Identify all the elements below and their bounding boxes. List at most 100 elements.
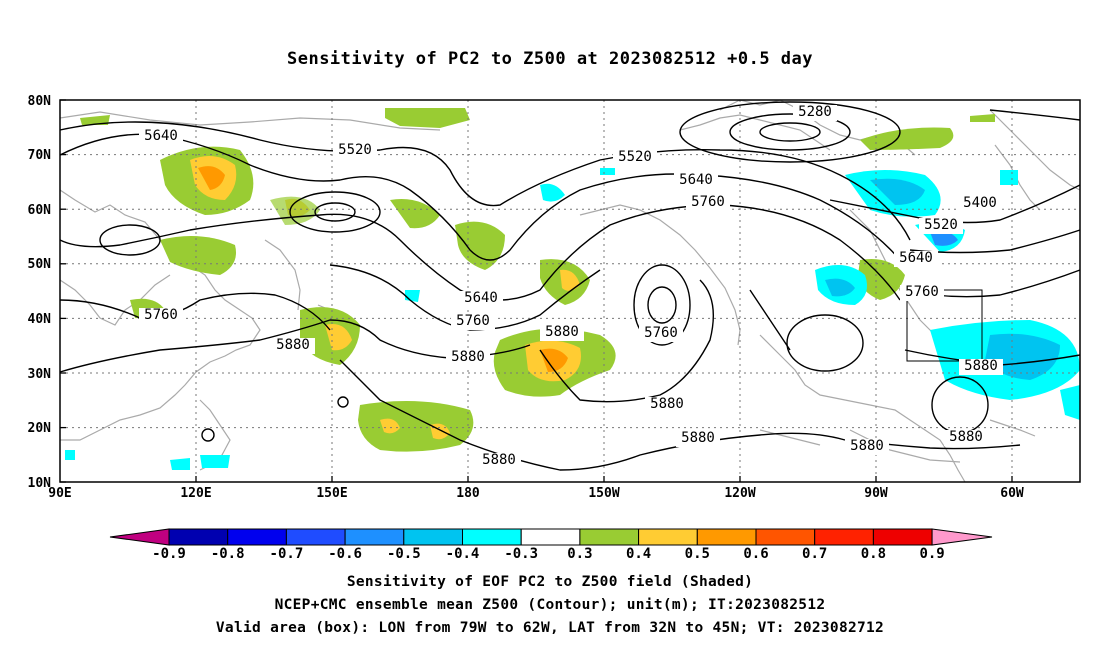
lat-label: 10N [28, 476, 52, 491]
contour-label-5880-se: 5880 [944, 429, 988, 446]
svg-text:5760: 5760 [691, 194, 725, 210]
colorbar-swatch [872, 528, 933, 546]
svg-text:5520: 5520 [618, 149, 652, 165]
lon-label: 180 [456, 486, 480, 501]
colorbar-swatch [462, 528, 522, 546]
colorbar-swatch [814, 528, 874, 546]
caption-valid-area: Valid area (box): LON from 79W to 62W, L… [215, 620, 885, 636]
lat-label: 40N [28, 312, 52, 327]
colorbar-swatch [168, 528, 229, 546]
svg-text:5880: 5880 [451, 349, 485, 365]
colorbar-label: 0.6 [743, 546, 768, 562]
lon-label: 60W [1000, 486, 1024, 501]
svg-text:5640: 5640 [899, 250, 933, 266]
contour-label-5640-center: 5640 [674, 172, 718, 189]
colorbar-label: 0.4 [626, 546, 651, 562]
contour-label-5520-mid: 5520 [613, 149, 657, 166]
svg-text:5880: 5880 [681, 430, 715, 446]
svg-text:5880: 5880 [482, 452, 516, 468]
contour-label-5520-west: 5520 [333, 142, 377, 159]
colorbar-swatch [403, 528, 463, 546]
contour-label-5760-mid: 5760 [451, 313, 495, 330]
lat-labels: 80N 70N 60N 50N 40N 30N 20N 10N [28, 94, 52, 491]
contour-label-5880-west: 5880 [271, 337, 315, 354]
svg-text:5640: 5640 [679, 172, 713, 188]
lon-label: 120E [180, 486, 211, 501]
colorbar-swatch [227, 528, 287, 546]
lon-label: 90W [864, 486, 888, 501]
colorbar [109, 528, 993, 546]
svg-text:5880: 5880 [949, 429, 983, 445]
svg-text:5520: 5520 [338, 142, 372, 158]
grid-lines [60, 100, 1080, 482]
contour-label-5280: 5280 [793, 104, 837, 121]
svg-text:5400: 5400 [963, 195, 997, 211]
svg-text:5880: 5880 [650, 396, 684, 412]
svg-text:5640: 5640 [464, 290, 498, 306]
colorbar-label: 0.9 [919, 546, 944, 562]
svg-text:5880: 5880 [964, 358, 998, 374]
svg-text:5880: 5880 [850, 438, 884, 454]
colorbar-left-arrow [109, 528, 170, 546]
colorbar-swatch [579, 528, 640, 546]
contour-label-5520-east: 5520 [919, 217, 963, 234]
contour-label-group: 5280 5400 5520 5520 5520 5640 5640 5640 … [139, 104, 1003, 469]
valid-area-box [906, 289, 983, 362]
lon-label: 120W [724, 486, 755, 501]
svg-text:5760: 5760 [905, 284, 939, 300]
contour-label-5640-west: 5640 [139, 128, 183, 145]
contour-label-5880-atl: 5880 [959, 358, 1003, 375]
lat-label: 30N [28, 367, 52, 382]
colorbar-label: 0.5 [685, 546, 710, 562]
colorbar-label: -0.9 [152, 546, 186, 562]
figure-title: Sensitivity of PC2 to Z500 at 2023082512… [286, 49, 813, 69]
lon-label: 150E [316, 486, 347, 501]
contour-label-5640-east: 5640 [894, 250, 938, 267]
svg-text:5760: 5760 [456, 313, 490, 329]
svg-text:5880: 5880 [276, 337, 310, 353]
contour-label-5400: 5400 [958, 195, 1002, 212]
lat-label: 70N [28, 148, 52, 163]
contour-label-5880-pac: 5880 [645, 396, 689, 413]
colorbar-labels: -0.9 -0.8 -0.7 -0.6 -0.5 -0.4 -0.3 0.3 0… [152, 546, 945, 562]
contour-label-5760-west: 5760 [139, 307, 183, 324]
svg-text:5640: 5640 [144, 128, 178, 144]
colorbar-swatch [638, 528, 698, 546]
lon-label: 90E [48, 486, 71, 501]
svg-text:5760: 5760 [644, 325, 678, 341]
colorbar-swatch [520, 528, 581, 546]
colorbar-swatch [285, 528, 346, 546]
colorbar-swatch [755, 528, 816, 546]
colorbar-swatch [344, 528, 405, 546]
contour-label-5880-gulf: 5880 [845, 438, 889, 455]
colorbar-right-arrow [931, 528, 993, 546]
svg-text:5880: 5880 [545, 324, 579, 340]
svg-text:5280: 5280 [798, 104, 832, 120]
contour-label-5880-mid: 5880 [446, 349, 490, 366]
tick-marks [60, 99, 1013, 483]
contour-label-5880-sw: 5880 [676, 430, 720, 447]
colorbar-label: -0.7 [270, 546, 304, 562]
contour-label-5640-mid: 5640 [459, 290, 503, 307]
contour-label-5880-north: 5880 [540, 324, 584, 341]
caption-contour: NCEP+CMC ensemble mean Z500 (Contour); u… [274, 597, 826, 613]
colorbar-label: 0.8 [861, 546, 886, 562]
lat-label: 50N [28, 257, 52, 272]
lat-label: 20N [28, 421, 52, 436]
colorbar-label: -0.6 [328, 546, 362, 562]
lat-label: 60N [28, 203, 52, 218]
lon-label: 150W [588, 486, 619, 501]
contour-label-5760-east: 5760 [900, 284, 944, 301]
caption-shading: Sensitivity of EOF PC2 to Z500 field (Sh… [346, 574, 754, 590]
map-frame [59, 99, 1081, 483]
colorbar-label: -0.4 [446, 546, 480, 562]
colorbar-label: -0.3 [504, 546, 538, 562]
colorbar-label: -0.5 [387, 546, 421, 562]
contour-label-5760-center: 5760 [686, 194, 730, 211]
colorbar-label: 0.3 [567, 546, 592, 562]
colorbar-swatch [696, 528, 757, 546]
svg-text:5520: 5520 [924, 217, 958, 233]
contour-label-5760-low: 5760 [639, 325, 683, 342]
lon-labels: 90E 120E 150E 180 150W 120W 90W 60W [48, 486, 1024, 501]
